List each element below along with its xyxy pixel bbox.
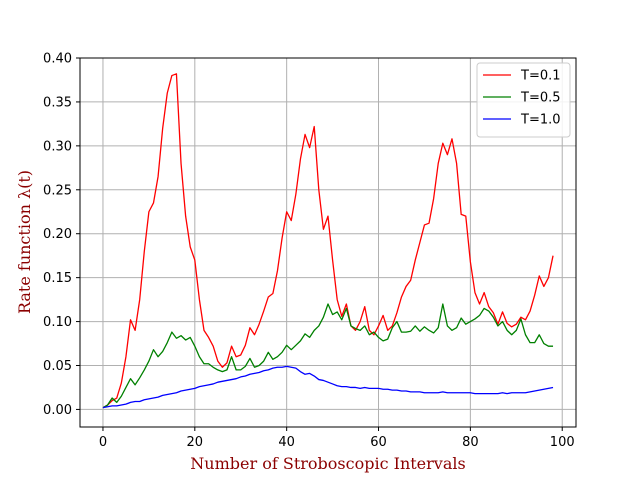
y-tick-label: 0.10 bbox=[43, 315, 72, 330]
x-tick-label: 100 bbox=[550, 435, 575, 450]
series-layer bbox=[102, 73, 554, 409]
x-tick-label: 80 bbox=[462, 435, 479, 450]
plot-frame bbox=[79, 57, 577, 428]
x-tick-label: 40 bbox=[278, 435, 295, 450]
ticks: 0 20 40 60 80 100 0.00 0.05 0.10 0.15 0.20 0.25 0.30… bbox=[43, 52, 575, 451]
series-line-t-1-0 bbox=[102, 365, 554, 409]
x-tick-label: 20 bbox=[187, 435, 204, 450]
y-tick-label: 0.35 bbox=[43, 95, 72, 110]
legend-label: T=1.0 bbox=[520, 113, 561, 128]
series-line-t-0-1 bbox=[102, 73, 554, 409]
series-line-t-0-5 bbox=[102, 303, 554, 409]
y-tick-label: 0.20 bbox=[43, 227, 72, 242]
y-axis-label: Rate function λ(t) bbox=[15, 170, 34, 314]
legend: T=0.1 T=0.5 T=1.0 bbox=[476, 62, 571, 138]
y-tick-label: 0.30 bbox=[43, 139, 72, 154]
x-tick-label: 0 bbox=[99, 435, 107, 450]
x-axis-label: Number of Stroboscopic Intervals bbox=[190, 454, 465, 473]
x-tick-label: 60 bbox=[370, 435, 387, 450]
y-tick-label: 0.05 bbox=[43, 359, 72, 374]
legend-label: T=0.1 bbox=[520, 69, 561, 84]
y-tick-label: 0.40 bbox=[43, 52, 72, 67]
y-tick-label: 0.25 bbox=[43, 183, 72, 198]
y-tick-label: 0.00 bbox=[43, 403, 72, 418]
legend-label: T=0.5 bbox=[520, 91, 561, 106]
y-tick-label: 0.15 bbox=[43, 271, 72, 286]
